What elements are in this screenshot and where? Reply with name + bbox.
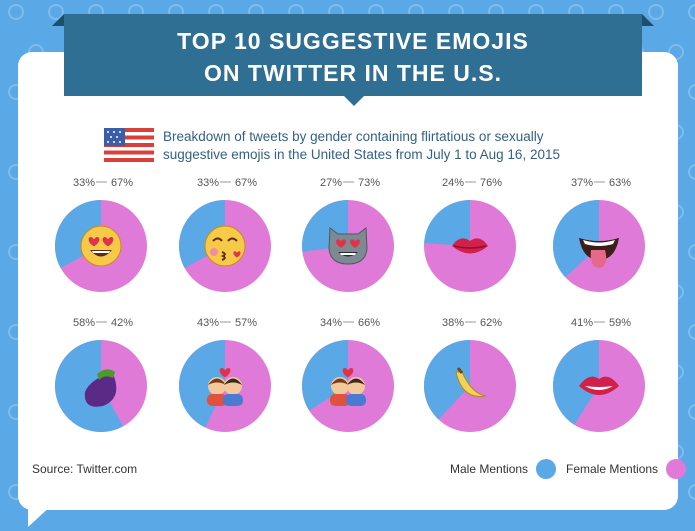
speech-bubble-tail (28, 505, 52, 527)
pie-slice-male (423, 340, 470, 420)
source-note: Source: Twitter.com (32, 462, 138, 476)
male-percent-label: 33% (73, 177, 95, 189)
banner-pointer (342, 94, 366, 106)
heart-eyes-cat-icon (328, 227, 368, 265)
male-percent-label: 58% (73, 317, 95, 329)
pie-chart: 37% 63% (553, 177, 645, 292)
female-percent-label: 59% (609, 317, 631, 329)
page-title-line-1: TOP 10 SUGGESTIVE EMOJIS (177, 28, 529, 54)
banner-fold-left (52, 14, 64, 26)
tongue-out-icon (579, 238, 619, 268)
us-flag-icon (104, 128, 154, 162)
chart-subtitle: Breakdown of tweets by gender containing… (163, 128, 583, 164)
female-percent-label: 67% (235, 177, 257, 189)
pie-chart: 33% 67% (54, 177, 147, 292)
female-percent-label: 73% (358, 177, 380, 189)
legend-female-swatch (666, 459, 687, 479)
banner-fold-right (642, 14, 654, 26)
pie-chart: 58% 42% (55, 317, 147, 433)
title-banner (64, 14, 642, 96)
kiss-lips-icon (452, 238, 488, 254)
couple-kiss-icon (207, 367, 243, 406)
pie-slice-male (553, 200, 599, 278)
male-percent-label: 34% (320, 317, 342, 329)
subtitle-line-2: suggestive emojis in the United States f… (163, 147, 560, 162)
female-percent-label: 66% (358, 317, 380, 329)
pie-slice-male (424, 200, 470, 246)
subtitle-line-1: Breakdown of tweets by gender containing… (163, 129, 544, 144)
female-percent-label: 76% (480, 177, 502, 189)
female-percent-label: 62% (480, 317, 502, 329)
legend-male-label: Male Mentions (450, 462, 529, 476)
pie-chart: 24% 76% (424, 177, 516, 292)
male-percent-label: 43% (197, 317, 219, 329)
male-percent-label: 27% (320, 177, 342, 189)
male-percent-label: 38% (442, 317, 464, 329)
heart-eyes-face-icon (80, 225, 122, 267)
kissing-face-icon (204, 225, 246, 267)
eggplant-icon (84, 369, 117, 407)
male-percent-label: 41% (571, 317, 593, 329)
legend-male-swatch (536, 459, 557, 479)
female-percent-label: 67% (111, 177, 133, 189)
mouth-icon (579, 376, 619, 395)
pie-chart: 38% 62% (423, 317, 516, 432)
pie-chart: 27% 73% (302, 177, 394, 292)
pie-chart: 43% 57% (179, 317, 271, 432)
couple-heart-icon (330, 367, 366, 406)
pie-slice-male (553, 340, 599, 425)
female-percent-label: 42% (111, 317, 133, 329)
pie-chart: 41% 59% (553, 317, 645, 432)
pie-chart: 34% 66% (302, 317, 394, 432)
legend-female-label: Female Mentions (566, 462, 659, 476)
legend-female: Female Mentions (566, 458, 687, 480)
female-percent-label: 63% (609, 177, 631, 189)
male-percent-label: 33% (197, 177, 219, 189)
female-percent-label: 57% (235, 317, 257, 329)
pie-chart: 33% 67% (179, 177, 271, 292)
banana-icon (455, 367, 487, 397)
legend-male: Male Mentions (450, 458, 557, 480)
male-percent-label: 24% (442, 177, 464, 189)
male-percent-label: 37% (571, 177, 593, 189)
page-title-line-2: ON TWITTER IN THE U.S. (204, 60, 502, 86)
